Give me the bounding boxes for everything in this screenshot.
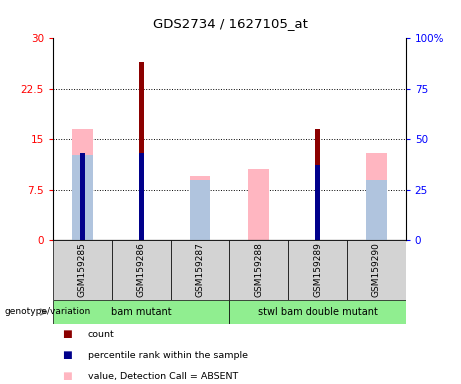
Bar <box>139 62 143 240</box>
Bar <box>72 155 93 240</box>
Bar <box>315 129 320 240</box>
Bar <box>347 240 406 300</box>
Text: GSM159287: GSM159287 <box>195 242 205 297</box>
Bar <box>229 240 288 300</box>
Text: stwl bam double mutant: stwl bam double mutant <box>258 307 378 317</box>
Text: GSM159285: GSM159285 <box>78 242 87 297</box>
Bar <box>189 176 210 240</box>
Bar <box>288 240 347 300</box>
Bar <box>53 300 230 324</box>
Text: value, Detection Call = ABSENT: value, Detection Call = ABSENT <box>88 372 238 381</box>
Bar <box>189 180 210 240</box>
Text: percentile rank within the sample: percentile rank within the sample <box>88 351 248 360</box>
Bar <box>248 169 269 240</box>
Bar <box>171 240 230 300</box>
Text: count: count <box>88 329 114 339</box>
Bar <box>229 300 406 324</box>
Bar <box>315 166 320 240</box>
Text: bam mutant: bam mutant <box>111 307 171 317</box>
Text: ■: ■ <box>62 350 72 360</box>
Bar <box>366 152 387 240</box>
Text: GSM159288: GSM159288 <box>254 242 263 297</box>
Bar <box>72 129 93 240</box>
Text: GSM159290: GSM159290 <box>372 242 381 297</box>
Text: GDS2734 / 1627105_at: GDS2734 / 1627105_at <box>153 17 308 30</box>
Text: genotype/variation: genotype/variation <box>5 308 91 316</box>
Bar <box>80 153 85 240</box>
Bar <box>112 240 171 300</box>
Bar <box>139 153 143 240</box>
Text: GSM159289: GSM159289 <box>313 242 322 297</box>
Bar <box>53 240 112 300</box>
Text: ■: ■ <box>62 371 72 381</box>
Text: ■: ■ <box>62 329 72 339</box>
Text: GSM159286: GSM159286 <box>136 242 146 297</box>
Bar <box>366 180 387 240</box>
